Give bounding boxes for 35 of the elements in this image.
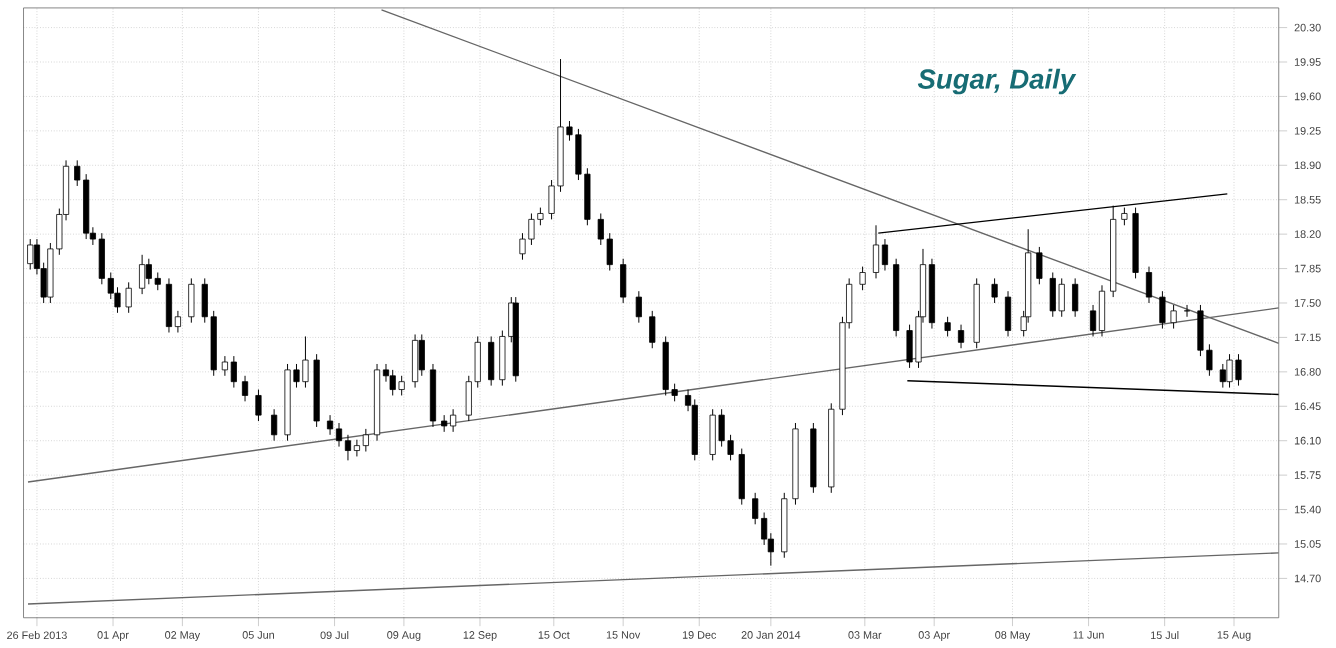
candlestick <box>649 310 656 349</box>
candlestick <box>1004 290 1012 338</box>
candlestick <box>335 422 343 448</box>
candlestick <box>418 334 425 377</box>
candlestick <box>1036 246 1043 286</box>
candlestick <box>230 355 237 389</box>
candlestick <box>241 375 249 403</box>
candlestick <box>635 290 642 324</box>
candlestick <box>620 258 627 304</box>
candlestick <box>859 266 866 291</box>
candlestick <box>488 336 495 387</box>
candlestick <box>991 278 998 304</box>
candlestick <box>1183 304 1191 318</box>
candlestick <box>362 428 369 453</box>
candlestick <box>1098 285 1106 338</box>
candlestick <box>139 254 146 295</box>
candlestick <box>1219 363 1226 389</box>
candlestick <box>1072 278 1079 318</box>
candlestick <box>1145 266 1153 304</box>
candlestick <box>165 278 173 334</box>
candlestick <box>881 238 889 272</box>
candlestick <box>344 434 352 462</box>
candlestick <box>957 324 965 349</box>
candlestick <box>27 238 34 271</box>
candlestick <box>738 448 745 506</box>
candlestick <box>1159 290 1166 330</box>
candlestick <box>271 408 278 442</box>
candlestick <box>944 316 951 338</box>
candlestick <box>326 414 334 436</box>
candlestick <box>255 389 262 422</box>
candlestick <box>125 282 132 314</box>
text: Sugar, Daily <box>917 68 1077 95</box>
candlestick <box>1170 304 1177 330</box>
candlestick <box>412 334 419 389</box>
candlestick <box>188 278 195 324</box>
